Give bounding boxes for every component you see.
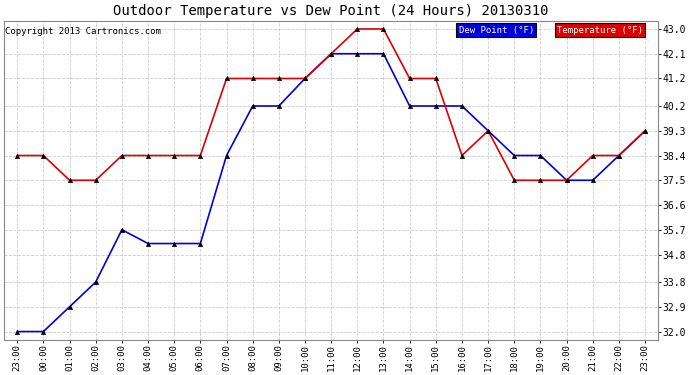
Text: Dew Point (°F): Dew Point (°F): [459, 26, 534, 34]
Title: Outdoor Temperature vs Dew Point (24 Hours) 20130310: Outdoor Temperature vs Dew Point (24 Hou…: [113, 4, 549, 18]
Text: Temperature (°F): Temperature (°F): [557, 26, 643, 34]
Text: Copyright 2013 Cartronics.com: Copyright 2013 Cartronics.com: [6, 27, 161, 36]
